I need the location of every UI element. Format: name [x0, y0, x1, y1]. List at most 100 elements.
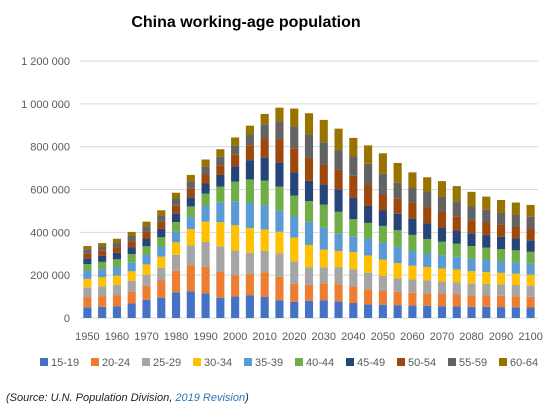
- bar-segment-40-44-2020: [290, 195, 299, 217]
- bar-segment-35-39-1960: [112, 267, 121, 276]
- bar-segment-20-24-2100: [526, 296, 535, 308]
- bar-segment-55-59-2045: [364, 163, 373, 186]
- bar-segment-35-39-2055: [393, 246, 402, 264]
- legend-swatch-50-54: [397, 358, 405, 366]
- bar-segment-25-29-2100: [526, 285, 535, 297]
- legend-swatch-45-49: [346, 358, 354, 366]
- y-tick-label: 600 000: [30, 185, 70, 197]
- bar-segment-20-24-2030: [319, 283, 328, 301]
- bar-segment-20-24-1970: [142, 285, 151, 300]
- bar-segment-55-59-2095: [511, 214, 520, 227]
- bar-segment-60-64-2080: [467, 191, 476, 207]
- bar-segment-25-29-1965: [127, 280, 136, 292]
- bar-segment-20-24-2035: [334, 284, 343, 302]
- bar-segment-45-49-2020: [290, 172, 299, 196]
- legend-label-55-59: 55-59: [459, 357, 487, 369]
- bar-segment-20-24-1965: [127, 291, 136, 304]
- legend-swatch-55-59: [448, 358, 456, 366]
- bar-segment-40-44-2035: [334, 211, 343, 234]
- bar-segment-50-54-2020: [290, 148, 299, 173]
- bar-segment-35-39-2000: [231, 201, 240, 226]
- bar-segment-60-64-1950: [83, 246, 92, 250]
- bar-segment-60-64-2095: [511, 202, 520, 215]
- bar-segment-50-54-2090: [497, 224, 506, 237]
- bar-segment-30-34-2065: [423, 267, 432, 281]
- bar-segment-20-24-2000: [231, 275, 240, 297]
- x-tick-label: 1990: [193, 331, 217, 343]
- bar-segment-20-24-1975: [157, 280, 166, 298]
- bar-segment-50-54-1995: [216, 165, 225, 175]
- x-tick-label: 2040: [341, 331, 365, 343]
- bar-segment-40-44-1990: [201, 193, 210, 206]
- bar-segment-55-59-2030: [319, 142, 328, 165]
- bar-segment-20-24-2075: [452, 294, 461, 307]
- bar-segment-45-49-1985: [186, 197, 195, 207]
- bar-segment-50-54-2030: [319, 164, 328, 185]
- bar-segment-15-19-2075: [452, 306, 461, 318]
- bar-segment-30-34-2025: [304, 244, 314, 268]
- bar-segment-35-39-1965: [127, 262, 136, 272]
- bar-segment-60-64-2060: [408, 172, 417, 189]
- bar-segment-45-49-1955: [98, 255, 107, 262]
- bar-segment-50-54-2035: [334, 169, 343, 190]
- bar-segment-25-29-2055: [393, 278, 402, 292]
- bar-segment-40-44-1965: [127, 254, 136, 263]
- bar-segment-35-39-1990: [201, 205, 210, 222]
- bar-segment-50-54-2065: [423, 207, 432, 224]
- bar-segment-15-19-2100: [526, 307, 535, 318]
- bar-segment-15-19-2085: [482, 306, 491, 318]
- bar-segment-45-49-2015: [275, 162, 284, 187]
- bar-segment-50-54-1980: [171, 205, 181, 214]
- bar-segment-15-19-1950: [83, 307, 92, 318]
- bar-segment-15-19-2015: [275, 300, 284, 318]
- bar-segment-60-64-2065: [423, 177, 432, 192]
- bar-segment-30-34-2040: [349, 252, 358, 270]
- bar-segment-35-39-2005: [245, 202, 254, 229]
- bar-segment-40-44-2000: [231, 181, 240, 202]
- y-tick-label: 400 000: [30, 227, 70, 239]
- bar-segment-25-29-2035: [334, 267, 343, 285]
- bar-segment-60-64-2025: [304, 113, 314, 135]
- bar-segment-30-34-2045: [364, 255, 373, 273]
- bar-segment-25-29-2085: [482, 283, 491, 296]
- source-link[interactable]: 2019 Revision: [175, 392, 246, 404]
- bar-segment-40-44-2050: [378, 225, 387, 243]
- bar-segment-45-49-1990: [201, 183, 210, 194]
- y-tick-label: 800 000: [30, 142, 70, 154]
- bar-segment-55-59-1955: [98, 246, 107, 251]
- bar-segment-55-59-2040: [349, 156, 358, 176]
- legend-label-40-44: 40-44: [306, 357, 334, 369]
- bar-segment-55-59-2050: [378, 173, 387, 194]
- source-prefix: (Source: U.N. Population Division,: [6, 392, 176, 404]
- bar-segment-45-49-2065: [423, 223, 432, 239]
- bar-segment-60-64-2010: [260, 113, 269, 125]
- bar-segment-25-29-2065: [423, 280, 432, 294]
- x-tick-label: 2020: [282, 331, 306, 343]
- bar-segment-25-29-2005: [245, 252, 254, 275]
- bar-segment-50-54-2070: [437, 211, 447, 228]
- bar-segment-55-59-2005: [245, 134, 254, 146]
- bar-segment-35-39-2030: [319, 227, 328, 250]
- bar-segment-45-49-2030: [319, 184, 328, 205]
- bar-segment-45-49-2000: [231, 166, 240, 182]
- bar-segment-25-29-1955: [98, 286, 107, 297]
- bar-segment-40-44-2010: [260, 180, 269, 206]
- bar-segment-40-44-2080: [467, 246, 476, 259]
- bar-segment-20-24-1995: [216, 271, 225, 298]
- bar-segment-35-39-2025: [304, 221, 314, 245]
- bar-segment-40-44-2005: [245, 179, 254, 203]
- x-tick-label: 2050: [371, 331, 395, 343]
- bar-segment-60-64-1965: [127, 231, 136, 236]
- bar-segment-45-49-2025: [304, 180, 314, 202]
- bar-segment-15-19-1985: [186, 291, 195, 318]
- bar-segment-60-64-2075: [452, 186, 461, 202]
- bar-segment-15-19-1955: [98, 306, 107, 318]
- bar-segment-60-64-2050: [378, 153, 387, 174]
- bar-segment-60-64-2005: [245, 125, 254, 135]
- bar-segment-40-44-1995: [216, 186, 225, 203]
- bar-segment-15-19-2060: [408, 305, 417, 318]
- legend-swatch-60-64: [499, 358, 507, 366]
- bar-segment-15-19-1965: [127, 303, 136, 318]
- bar-segment-20-24-2085: [482, 295, 491, 307]
